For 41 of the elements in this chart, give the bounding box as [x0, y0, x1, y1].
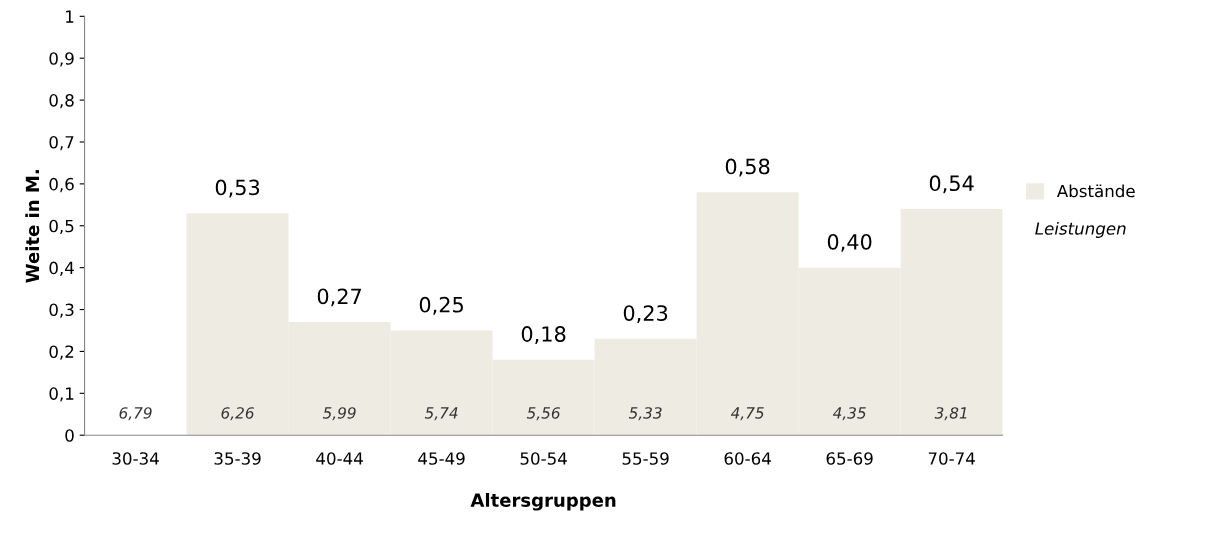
y-tick-label: 0,5 [49, 219, 74, 235]
x-tick-label: 30-34 [112, 452, 159, 465]
annotation: 5,56 [526, 407, 560, 421]
data-label: 0,23 [623, 305, 668, 324]
x-axis-title: Altersgruppen [470, 493, 616, 511]
x-tick-label: 65-69 [826, 452, 873, 465]
y-tick-label: 0,7 [49, 135, 74, 151]
data-label: 0,53 [215, 179, 260, 198]
y-tick-label: 0,9 [49, 52, 74, 67]
y-tick-label: 0 [65, 429, 74, 442]
x-tick-label: 60-64 [724, 452, 771, 465]
x-tick-label: 40-44 [316, 452, 363, 465]
y-tick-label: 0,4 [49, 261, 74, 276]
data-label: 0,40 [827, 233, 872, 252]
data-label: 0,25 [419, 296, 463, 315]
x-tick-label: 70-74 [928, 452, 975, 465]
y-tick-label: 1 [66, 10, 74, 23]
annotation: 4,35 [832, 407, 866, 421]
annotation: 3,81 [934, 407, 967, 421]
y-tick-label: 0,2 [49, 345, 74, 360]
y-axis-title: Weite in M. [25, 170, 40, 283]
y-tick-label: 0,3 [49, 303, 74, 318]
data-label: 0,58 [725, 158, 770, 177]
data-label: 0,27 [317, 288, 361, 307]
x-tick-label: 55-59 [622, 452, 669, 465]
text: Leistungen [1035, 221, 1126, 239]
annotation: 6,79 [119, 407, 152, 421]
legend-label: Abstände [1056, 184, 1135, 198]
y-tick-label: 0,8 [49, 94, 74, 109]
annotation: 5,99 [322, 407, 356, 421]
x-tick-label: 35-39 [214, 452, 261, 465]
annotation: 4,75 [730, 407, 764, 421]
y-tick-label: 0,1 [49, 387, 74, 402]
annotation: 5,74 [424, 407, 458, 421]
x-tick-label: 50-54 [520, 452, 567, 465]
data-label: 0,54 [929, 175, 974, 194]
x-tick-label: 45-49 [418, 452, 465, 465]
annotation: 6,26 [221, 407, 254, 421]
data-label: 0,18 [521, 326, 566, 344]
annotation: 5,33 [628, 407, 662, 421]
y-tick-label: 0,6 [49, 177, 74, 193]
